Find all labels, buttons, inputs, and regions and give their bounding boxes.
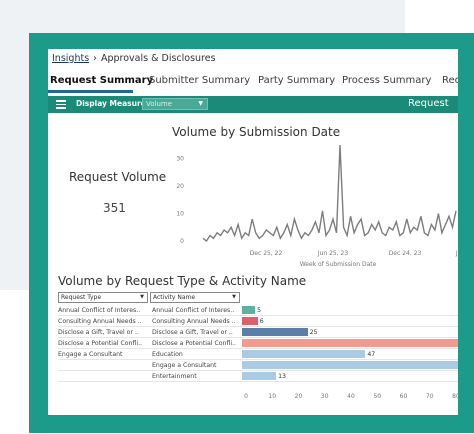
- bar-chart-x-axis: 0 10 20 30 40 50 60 70 80: [244, 393, 458, 400]
- x-axis-label: Week of Submission Date: [300, 261, 377, 267]
- activity-name-cell: Engage a Consultant: [152, 362, 217, 369]
- bar-x-tick-label-5: 50: [373, 393, 381, 400]
- tab-submitter-summary[interactable]: Submitter Summary: [149, 75, 251, 86]
- row-divider: [58, 326, 458, 327]
- table-row[interactable]: Disclose a Gift, Travel or .. Disclose a …: [48, 327, 458, 338]
- request-type-cell: Engage a Consultant: [58, 351, 123, 358]
- tab-bar: Request Summary Submitter Summary Party …: [48, 70, 458, 94]
- request-type-cell: Disclose a Gift, Travel or ..: [58, 329, 139, 336]
- volume-series-line: [202, 144, 457, 243]
- row-divider: [58, 381, 458, 382]
- bar-chart-title: Volume by Request Type & Activity Name: [58, 274, 307, 288]
- bar-x-tick-label-7: 70: [426, 393, 434, 400]
- row-divider: [58, 359, 458, 360]
- kpi-value: 351: [103, 201, 126, 215]
- bar-x-tick-label-1: 10: [268, 393, 276, 400]
- breadcrumb-current: Approvals & Disclosures: [100, 53, 216, 64]
- bar-mark[interactable]: [242, 328, 308, 336]
- request-type-filter[interactable]: Request Type ▼: [58, 292, 148, 303]
- activity-name-cell: Disclose a Potential Confli..: [152, 340, 237, 347]
- display-measure-dropdown[interactable]: Volume ▼: [142, 98, 208, 110]
- row-divider: [58, 348, 458, 349]
- bar-mark[interactable]: [242, 317, 258, 325]
- bar-data-label: 13: [278, 373, 286, 380]
- table-row[interactable]: Engage a Consultant Education 47: [48, 349, 458, 360]
- request-type-filter-label: Request Type: [61, 294, 102, 301]
- bar-x-tick-label-3: 30: [321, 393, 329, 400]
- request-type-cell: Consulting Annual Needs ..: [58, 318, 142, 325]
- toolbar-title: Request: [408, 98, 449, 109]
- bar-mark[interactable]: [242, 361, 458, 369]
- row-divider: [58, 337, 458, 338]
- tab-party-summary[interactable]: Party Summary: [258, 75, 336, 86]
- bar-data-label: 25: [309, 329, 318, 336]
- tab-process-summary[interactable]: Process Summary: [342, 75, 432, 86]
- bar-mark[interactable]: [242, 350, 366, 358]
- chevron-down-icon: ▼: [140, 294, 144, 300]
- x-tick-label-1: Jun 25, 23: [317, 250, 349, 257]
- table-row[interactable]: Disclose a Potential Confli.. Disclose a …: [48, 338, 458, 349]
- activity-name-cell: Entertainment: [152, 373, 197, 380]
- activity-name-filter[interactable]: Activity Name ▼: [150, 292, 240, 303]
- display-measure-label: Display Measure:: [76, 99, 149, 108]
- row-divider: [58, 370, 458, 371]
- x-tick-label-3: Jun 23, 24: [455, 250, 458, 257]
- activity-name-cell: Disclose a Gift, Travel or ..: [152, 329, 233, 336]
- bar-x-tick-label-8: 80: [452, 393, 458, 400]
- line-chart-title: Volume by Submission Date: [172, 125, 341, 139]
- tab-rec[interactable]: Rec: [442, 75, 458, 86]
- dashboard-window: Insights › Approvals & Disclosures Request…: [48, 49, 458, 415]
- kpi-label: Request Volume: [69, 170, 167, 184]
- bar-data-label: 47: [367, 351, 376, 358]
- tab-request-summary[interactable]: Request Summary: [50, 75, 154, 86]
- hamburger-menu-icon[interactable]: [56, 100, 66, 109]
- table-row[interactable]: Consulting Annual Needs .. Consulting Ann…: [48, 316, 458, 327]
- chevron-down-icon: ▼: [232, 294, 236, 300]
- bar-data-label: 5: [257, 307, 262, 314]
- row-divider: [58, 315, 458, 316]
- request-type-cell: Disclose a Potential Confli..: [58, 340, 143, 347]
- chevron-down-icon: ▼: [198, 100, 203, 107]
- y-tick-label-1: 10: [176, 211, 184, 218]
- bar-mark[interactable]: [242, 306, 256, 314]
- y-tick-label-2: 20: [176, 183, 184, 190]
- activity-name-cell: Consulting Annual Needs ..: [152, 318, 236, 325]
- bar-data-label: 6: [259, 318, 264, 325]
- x-tick-label-0: Dec 25, 22: [250, 250, 283, 257]
- bar-mark[interactable]: [242, 372, 277, 380]
- display-measure-value: Volume: [146, 100, 173, 108]
- breadcrumb-separator: ›: [93, 53, 97, 64]
- activity-name-cell: Education: [152, 351, 183, 358]
- bar-x-tick-label-6: 60: [400, 393, 408, 400]
- breadcrumb: Insights › Approvals & Disclosures: [52, 53, 216, 64]
- breadcrumb-insights-link[interactable]: Insights: [52, 53, 90, 64]
- table-row[interactable]: Entertainment 13: [48, 371, 458, 382]
- x-tick-label-2: Dec 24, 23: [389, 250, 422, 257]
- bar-x-tick-label-4: 40: [347, 393, 355, 400]
- table-row[interactable]: Annual Conflict of Interes.. Annual Confl…: [48, 305, 458, 316]
- activity-name-cell: Annual Conflict of Interes..: [152, 307, 235, 314]
- table-row[interactable]: Engage a Consultant: [48, 360, 458, 371]
- active-tab-underline: [48, 90, 133, 93]
- line-chart: 0 10 20 30 Dec 25, 22 Jun 25, 23 Dec 24, 23 Jun…: [176, 144, 458, 267]
- bar-x-tick-label-0: 0: [244, 393, 248, 400]
- activity-name-filter-label: Activity Name: [153, 294, 196, 301]
- request-type-cell: Annual Conflict of Interes..: [58, 307, 141, 314]
- y-tick-label-3: 30: [176, 156, 184, 163]
- y-tick-label-0: 0: [180, 238, 184, 245]
- bar-x-tick-label-2: 20: [295, 393, 303, 400]
- toolbar: Display Measure: Volume ▼ Request: [48, 96, 458, 113]
- bar-mark[interactable]: [242, 339, 458, 347]
